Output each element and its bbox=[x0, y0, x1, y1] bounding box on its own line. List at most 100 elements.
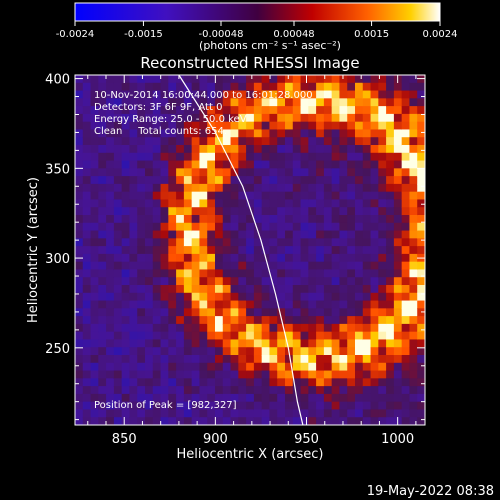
heatmap-cell bbox=[347, 277, 356, 286]
heatmap-cell bbox=[106, 417, 115, 425]
heatmap-cell bbox=[137, 152, 146, 162]
heatmap-cell bbox=[331, 331, 341, 341]
heatmap-cell bbox=[160, 331, 169, 341]
heatmap-cell bbox=[176, 409, 185, 418]
heatmap-cell bbox=[401, 323, 411, 333]
heatmap-cell bbox=[300, 246, 309, 255]
heatmap-cell bbox=[277, 401, 286, 411]
heatmap-cell bbox=[98, 323, 107, 333]
heatmap-cell bbox=[137, 308, 146, 317]
heatmap-cell bbox=[121, 292, 131, 302]
heatmap-cell bbox=[277, 370, 286, 379]
heatmap-cell bbox=[230, 362, 239, 372]
heatmap-cell bbox=[90, 137, 99, 146]
heatmap-cell bbox=[409, 183, 418, 193]
heatmap-cell bbox=[308, 152, 317, 162]
heatmap-cell bbox=[238, 246, 247, 255]
heatmap-cell bbox=[113, 409, 123, 418]
heatmap-cell bbox=[160, 316, 169, 325]
heatmap-cell bbox=[113, 113, 123, 123]
heatmap-cell bbox=[362, 393, 372, 403]
heatmap-cell bbox=[277, 261, 286, 271]
heatmap-cell bbox=[137, 261, 146, 271]
heatmap-cell bbox=[152, 113, 162, 123]
heatmap-cell bbox=[300, 137, 309, 146]
heatmap-cell bbox=[393, 222, 403, 232]
heatmap-cell bbox=[300, 308, 309, 317]
heatmap-cell bbox=[362, 90, 372, 99]
heatmap-cell bbox=[417, 378, 425, 387]
heatmap-cell bbox=[176, 355, 185, 364]
heatmap-cell bbox=[417, 137, 425, 146]
heatmap-cell bbox=[176, 145, 185, 154]
heatmap-cell bbox=[393, 300, 403, 309]
heatmap-cell bbox=[417, 347, 425, 356]
heatmap-cell bbox=[316, 75, 325, 84]
heatmap-cell bbox=[292, 215, 302, 224]
heatmap-cell bbox=[183, 113, 193, 123]
heatmap-cell bbox=[168, 339, 177, 348]
heatmap-cell bbox=[292, 191, 302, 201]
heatmap-cell bbox=[199, 355, 208, 364]
heatmap-cell bbox=[121, 386, 131, 395]
heatmap-cell bbox=[215, 316, 224, 325]
heatmap-cell bbox=[386, 347, 395, 356]
heatmap-cell bbox=[82, 238, 92, 247]
heatmap-cell bbox=[160, 308, 169, 317]
heatmap-cell bbox=[246, 98, 255, 107]
heatmap-cell bbox=[129, 417, 138, 425]
heatmap-cell bbox=[316, 417, 325, 425]
heatmap-cell bbox=[253, 152, 263, 162]
heatmap-cell bbox=[285, 378, 294, 387]
heatmap-cell bbox=[137, 176, 146, 185]
heatmap-cell bbox=[230, 222, 239, 232]
heatmap-cell bbox=[417, 129, 425, 138]
heatmap-cell bbox=[401, 261, 411, 271]
heatmap-cell bbox=[401, 300, 411, 309]
heatmap-cell bbox=[370, 370, 379, 379]
heatmap-cell bbox=[323, 145, 333, 154]
heatmap-cell bbox=[82, 222, 92, 232]
heatmap-cell bbox=[152, 316, 162, 325]
heatmap-cell bbox=[386, 300, 395, 309]
heatmap-cell bbox=[113, 191, 123, 201]
heatmap-cell bbox=[253, 393, 263, 403]
heatmap-cell bbox=[393, 191, 403, 201]
colorbar-unit-label: (photons cm⁻² s⁻¹ asec⁻²) bbox=[199, 39, 341, 52]
heatmap-cell bbox=[308, 160, 317, 169]
heatmap-cell bbox=[191, 269, 201, 278]
heatmap-cell bbox=[253, 355, 263, 364]
heatmap-cell bbox=[199, 238, 208, 247]
heatmap-cell bbox=[393, 269, 403, 278]
heatmap-cell bbox=[362, 339, 372, 348]
heatmap-cell bbox=[215, 331, 224, 341]
heatmap-cell bbox=[378, 238, 387, 247]
heatmap-cell bbox=[409, 386, 418, 395]
heatmap-cell bbox=[253, 347, 263, 356]
heatmap-cell bbox=[308, 207, 317, 216]
heatmap-cell bbox=[75, 191, 84, 201]
heatmap-cell bbox=[339, 285, 348, 294]
heatmap-cell bbox=[261, 261, 271, 271]
heatmap-cell bbox=[386, 285, 395, 294]
heatmap-cell bbox=[316, 113, 325, 123]
heatmap-cell bbox=[129, 199, 138, 208]
heatmap-cell bbox=[316, 316, 325, 325]
heatmap-cell bbox=[285, 106, 294, 115]
heatmap-cell bbox=[222, 129, 232, 138]
heatmap-cell bbox=[191, 246, 201, 255]
heatmap-cell bbox=[261, 300, 271, 309]
heatmap-cell bbox=[121, 106, 131, 115]
heatmap-cell bbox=[191, 362, 201, 372]
heatmap-cell bbox=[246, 339, 255, 348]
annotation-energy-range: Energy Range: 25.0 - 50.0 keV bbox=[94, 114, 247, 125]
heatmap-cell bbox=[168, 176, 177, 185]
heatmap-cell bbox=[222, 316, 232, 325]
heatmap-cell bbox=[331, 160, 341, 169]
heatmap-cell bbox=[230, 269, 239, 278]
heatmap-cell bbox=[168, 386, 177, 395]
heatmap-cell bbox=[277, 222, 286, 232]
heatmap-cell bbox=[113, 160, 123, 169]
heatmap-cell bbox=[355, 316, 364, 325]
heatmap-cell bbox=[370, 277, 379, 286]
